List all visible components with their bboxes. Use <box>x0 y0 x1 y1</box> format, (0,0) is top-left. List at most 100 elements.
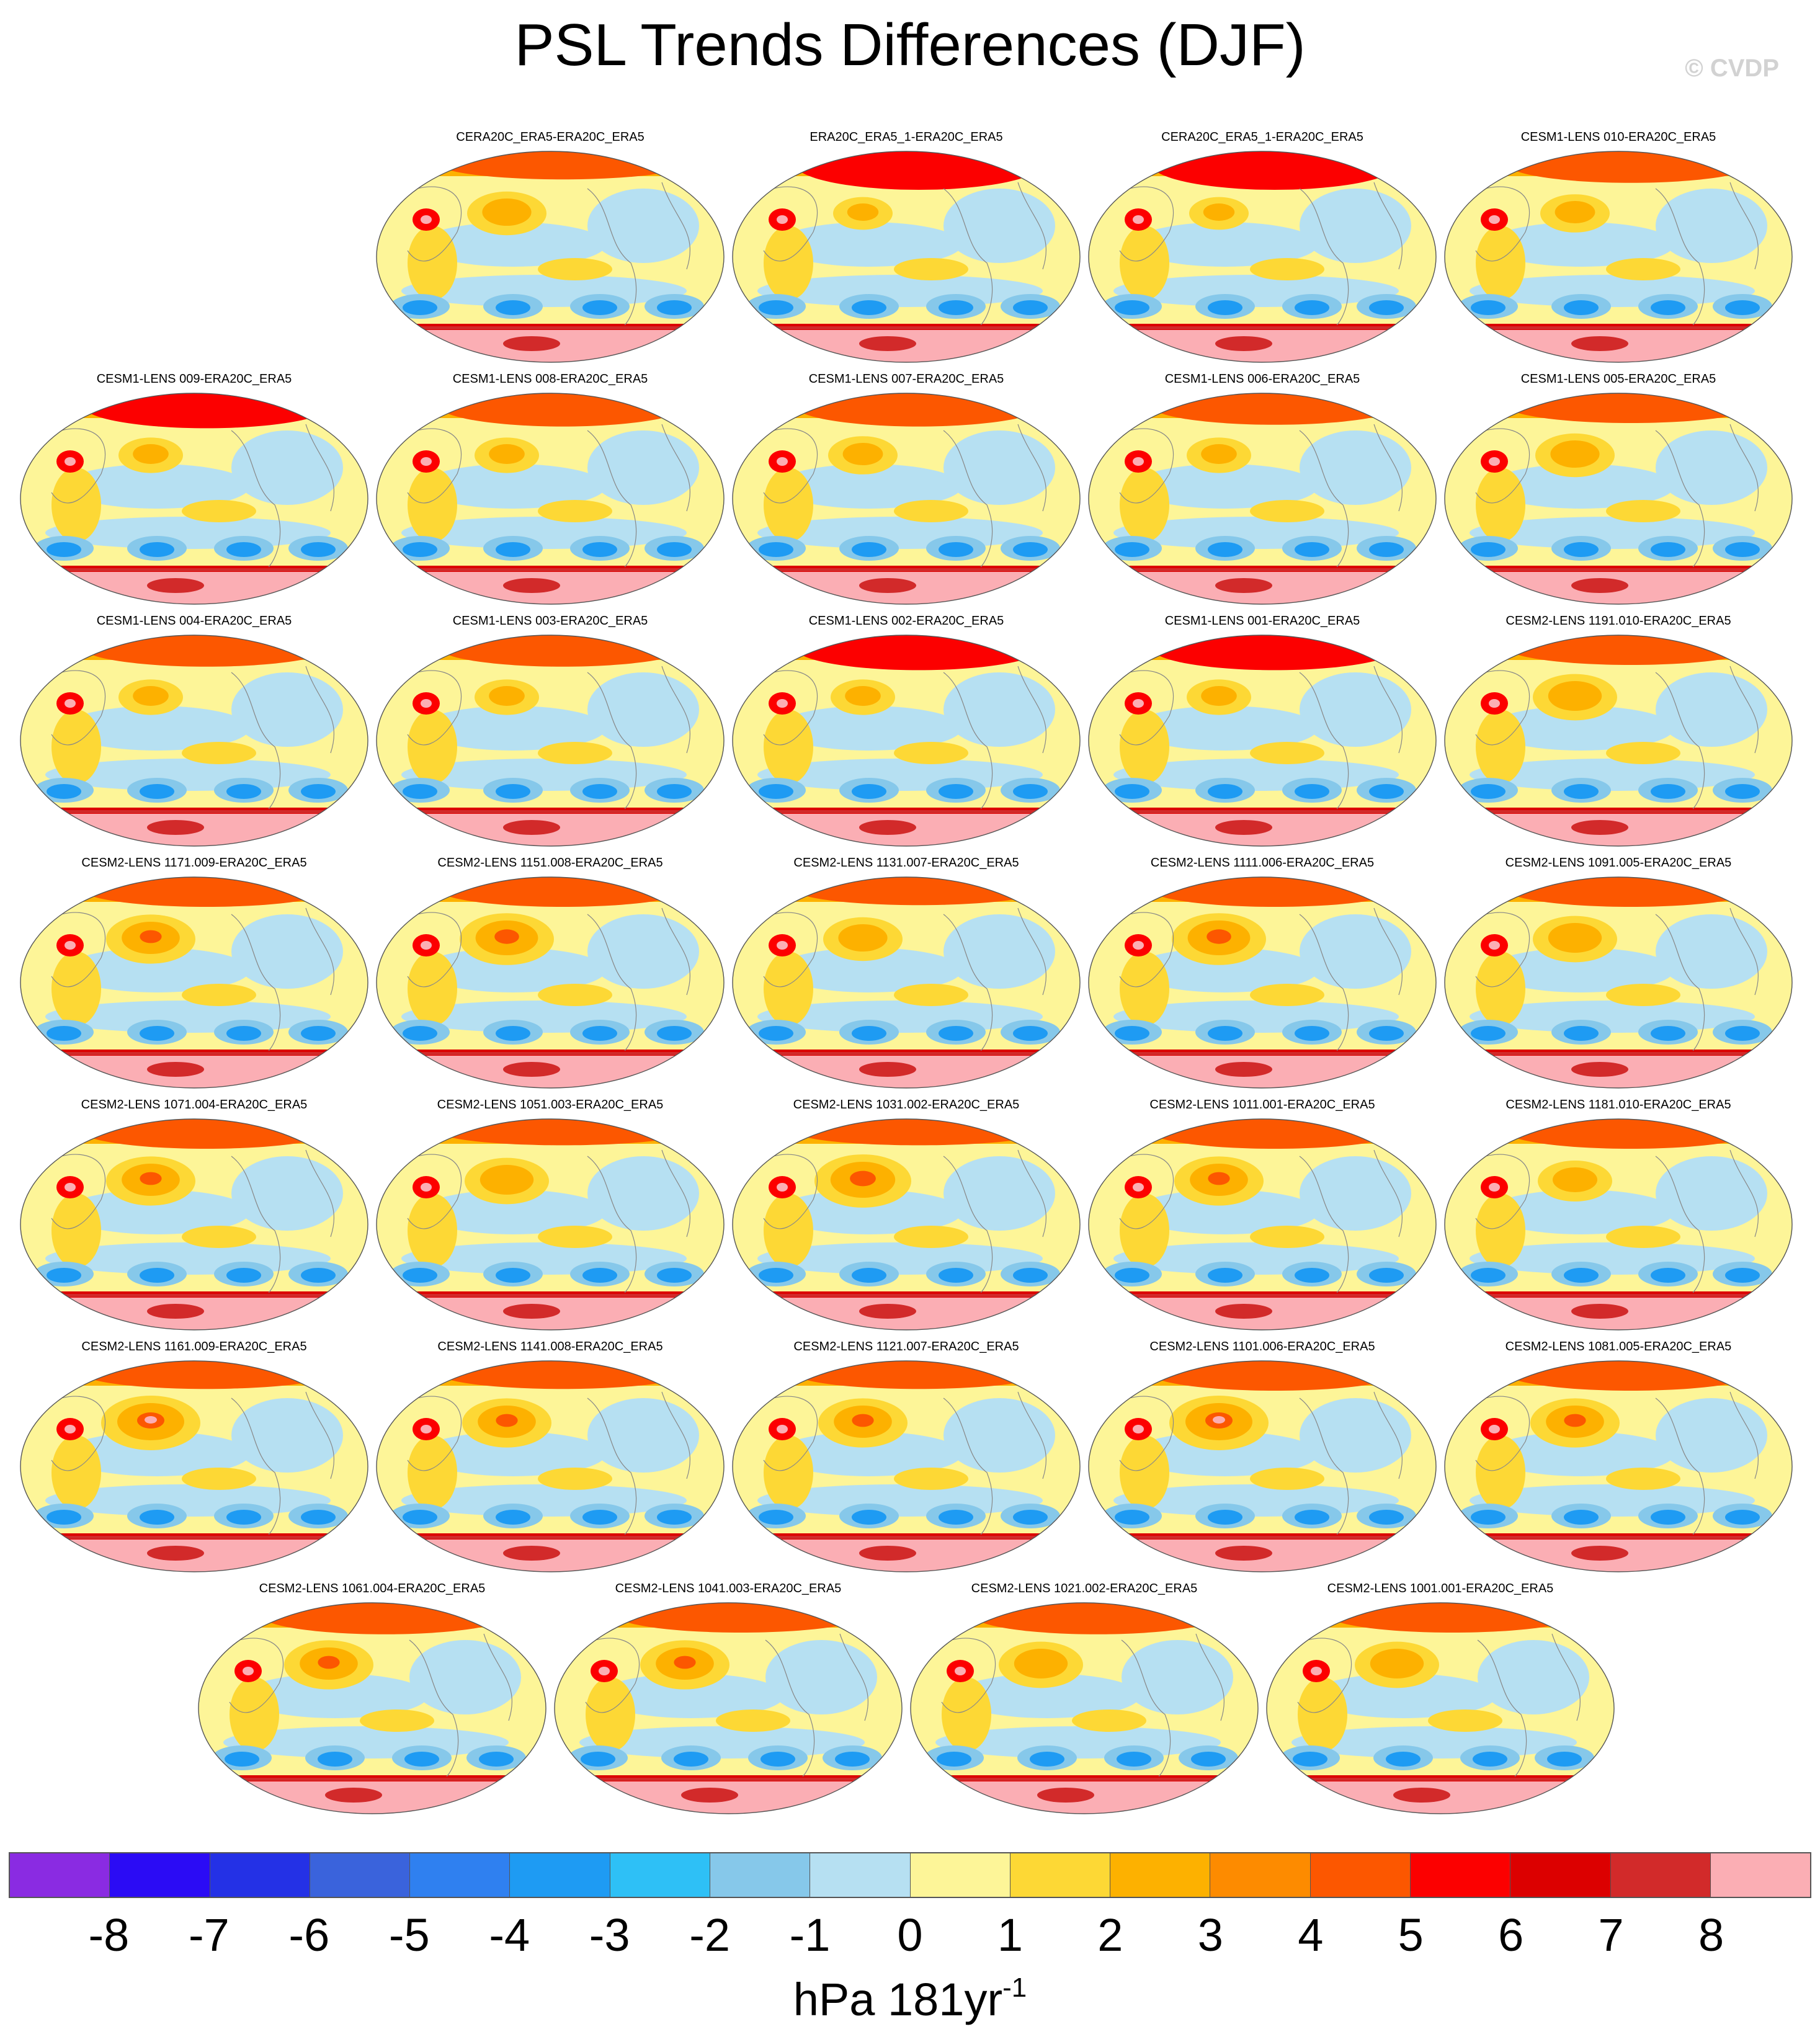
colorbar-box <box>510 1853 610 1897</box>
map-panel: CESM2-LENS 1061.004-ERA20C_ERA5 <box>197 1580 548 1824</box>
colorbar-tick-label: 8 <box>1698 1909 1724 1961</box>
map-panel: CESM2-LENS 1151.008-ERA20C_ERA5 <box>375 855 726 1098</box>
trend-map <box>1444 1118 1793 1331</box>
map-panel: CESM2-LENS 1131.007-ERA20C_ERA5 <box>731 855 1082 1098</box>
map-panel: CESM2-LENS 1041.003-ERA20C_ERA5 <box>553 1580 904 1824</box>
panel-title: CESM2-LENS 1041.003-ERA20C_ERA5 <box>615 1582 842 1595</box>
panel-title: CESM2-LENS 1081.005-ERA20C_ERA5 <box>1505 1340 1732 1353</box>
colorbar-tick-label: 6 <box>1498 1909 1524 1961</box>
colorbar-box <box>1610 1853 1711 1897</box>
colorbar-tick-label: -4 <box>489 1909 530 1961</box>
colorbar-box <box>210 1853 310 1897</box>
trend-map <box>20 635 368 847</box>
trend-map <box>376 393 725 605</box>
colorbar-box <box>1110 1853 1211 1897</box>
trend-map <box>1088 151 1437 363</box>
colorbar-tick-label: 5 <box>1398 1909 1424 1961</box>
panel-title: CESM2-LENS 1181.010-ERA20C_ERA5 <box>1506 1098 1731 1112</box>
map-panel: CESM1-LENS 006-ERA20C_ERA5 <box>1087 371 1438 614</box>
panel-title: CESM2-LENS 1141.008-ERA20C_ERA5 <box>437 1340 663 1353</box>
trend-map <box>732 1118 1081 1331</box>
watermark: © CVDP <box>1685 55 1779 82</box>
panel-title: CESM2-LENS 1061.004-ERA20C_ERA5 <box>259 1582 486 1595</box>
map-panel: CESM1-LENS 010-ERA20C_ERA5 <box>1443 129 1794 372</box>
colorbar-tick-label: 4 <box>1298 1909 1324 1961</box>
trend-map <box>20 1360 368 1572</box>
trend-map <box>376 1118 725 1331</box>
trend-map <box>1444 393 1793 605</box>
panel-title: CESM2-LENS 1131.007-ERA20C_ERA5 <box>793 856 1019 870</box>
map-panel: CESM1-LENS 003-ERA20C_ERA5 <box>375 613 726 856</box>
map-panel: CESM2-LENS 1031.002-ERA20C_ERA5 <box>731 1097 1082 1340</box>
trend-map <box>1088 393 1437 605</box>
colorbar-tick-label: -6 <box>288 1909 330 1961</box>
panel-title: CESM2-LENS 1071.004-ERA20C_ERA5 <box>81 1098 308 1112</box>
panel-title: CESM2-LENS 1001.001-ERA20C_ERA5 <box>1327 1582 1554 1595</box>
trend-map <box>376 635 725 847</box>
map-panel: ERA20C_ERA5_1-ERA20C_ERA5 <box>731 129 1082 372</box>
panel-title: CESM1-LENS 003-ERA20C_ERA5 <box>452 614 648 628</box>
panel-title: CESM1-LENS 001-ERA20C_ERA5 <box>1164 614 1360 628</box>
map-panel: CESM1-LENS 009-ERA20C_ERA5 <box>19 371 370 614</box>
map-panel: CESM2-LENS 1171.009-ERA20C_ERA5 <box>19 855 370 1098</box>
map-panel: CESM1-LENS 001-ERA20C_ERA5 <box>1087 613 1438 856</box>
colorbar-box <box>110 1853 210 1897</box>
trend-map <box>1444 151 1793 363</box>
panel-title: CESM2-LENS 1121.007-ERA20C_ERA5 <box>793 1340 1019 1353</box>
trend-map <box>1088 1360 1437 1572</box>
panel-title: CESM1-LENS 010-ERA20C_ERA5 <box>1520 130 1716 144</box>
map-panel: CESM2-LENS 1091.005-ERA20C_ERA5 <box>1443 855 1794 1098</box>
colorbar-box <box>1210 1853 1311 1897</box>
units-label: hPa 181yr <box>793 1974 1003 2025</box>
trend-map <box>1444 1360 1793 1572</box>
panel-title: CESM2-LENS 1021.002-ERA20C_ERA5 <box>971 1582 1198 1595</box>
colorbar-box <box>810 1853 911 1897</box>
map-panel: CESM2-LENS 1001.001-ERA20C_ERA5 <box>1265 1580 1616 1824</box>
panel-title: CESM2-LENS 1091.005-ERA20C_ERA5 <box>1505 856 1732 870</box>
trend-map <box>732 151 1081 363</box>
trend-map <box>1444 635 1793 847</box>
colorbar-tick-label: 7 <box>1598 1909 1624 1961</box>
map-panel: CESM1-LENS 002-ERA20C_ERA5 <box>731 613 1082 856</box>
colorbar-box <box>10 1853 110 1897</box>
colorbar-box <box>1010 1853 1111 1897</box>
panel-title: CESM2-LENS 1051.003-ERA20C_ERA5 <box>437 1098 664 1112</box>
trend-map <box>554 1602 903 1814</box>
colorbar-tick-label: -5 <box>388 1909 430 1961</box>
trend-map <box>732 876 1081 1089</box>
trend-map <box>732 635 1081 847</box>
colorbar-tick-label: -8 <box>88 1909 130 1961</box>
map-panel: CESM1-LENS 005-ERA20C_ERA5 <box>1443 371 1794 614</box>
trend-map <box>376 151 725 363</box>
panel-title: CESM1-LENS 006-ERA20C_ERA5 <box>1164 372 1360 386</box>
map-panel: CESM2-LENS 1081.005-ERA20C_ERA5 <box>1443 1339 1794 1582</box>
panel-title: CERA20C_ERA5-ERA20C_ERA5 <box>456 130 645 144</box>
trend-map <box>1266 1602 1615 1814</box>
colorbar-box <box>1410 1853 1511 1897</box>
panel-title: CESM2-LENS 1101.006-ERA20C_ERA5 <box>1149 1340 1375 1353</box>
trend-map <box>20 876 368 1089</box>
map-panel: CESM2-LENS 1191.010-ERA20C_ERA5 <box>1443 613 1794 856</box>
panel-title: CESM1-LENS 009-ERA20C_ERA5 <box>96 372 292 386</box>
colorbar-tick-label: -2 <box>689 1909 731 1961</box>
panel-title: CESM2-LENS 1161.009-ERA20C_ERA5 <box>81 1340 307 1353</box>
map-panels-grid: CERA20C_ERA5-ERA20C_ERA5 ERA20C_ERA5_1-ER… <box>19 129 1794 1814</box>
colorbar-tick-label: -1 <box>789 1909 831 1961</box>
map-panel: CESM1-LENS 004-ERA20C_ERA5 <box>19 613 370 856</box>
map-panel: CESM2-LENS 1101.006-ERA20C_ERA5 <box>1087 1339 1438 1582</box>
map-panel: CESM2-LENS 1111.006-ERA20C_ERA5 <box>1087 855 1438 1098</box>
colorbar-box <box>1710 1853 1811 1897</box>
panel-title: CESM2-LENS 1151.008-ERA20C_ERA5 <box>437 856 663 870</box>
panel-title: CESM2-LENS 1111.006-ERA20C_ERA5 <box>1150 856 1375 870</box>
colorbar-tick-label: 0 <box>897 1909 923 1961</box>
colorbar <box>9 1852 1811 1898</box>
map-panel: CESM2-LENS 1021.002-ERA20C_ERA5 <box>909 1580 1260 1824</box>
trend-map <box>198 1602 546 1814</box>
trend-map <box>20 1118 368 1331</box>
panel-title: CESM2-LENS 1011.001-ERA20C_ERA5 <box>1149 1098 1375 1112</box>
map-panel: CESM1-LENS 008-ERA20C_ERA5 <box>375 371 726 614</box>
map-panel: CERA20C_ERA5_1-ERA20C_ERA5 <box>1087 129 1438 372</box>
panel-title: CESM1-LENS 002-ERA20C_ERA5 <box>808 614 1004 628</box>
colorbar-box <box>1510 1853 1611 1897</box>
map-panel: CESM2-LENS 1121.007-ERA20C_ERA5 <box>731 1339 1082 1582</box>
